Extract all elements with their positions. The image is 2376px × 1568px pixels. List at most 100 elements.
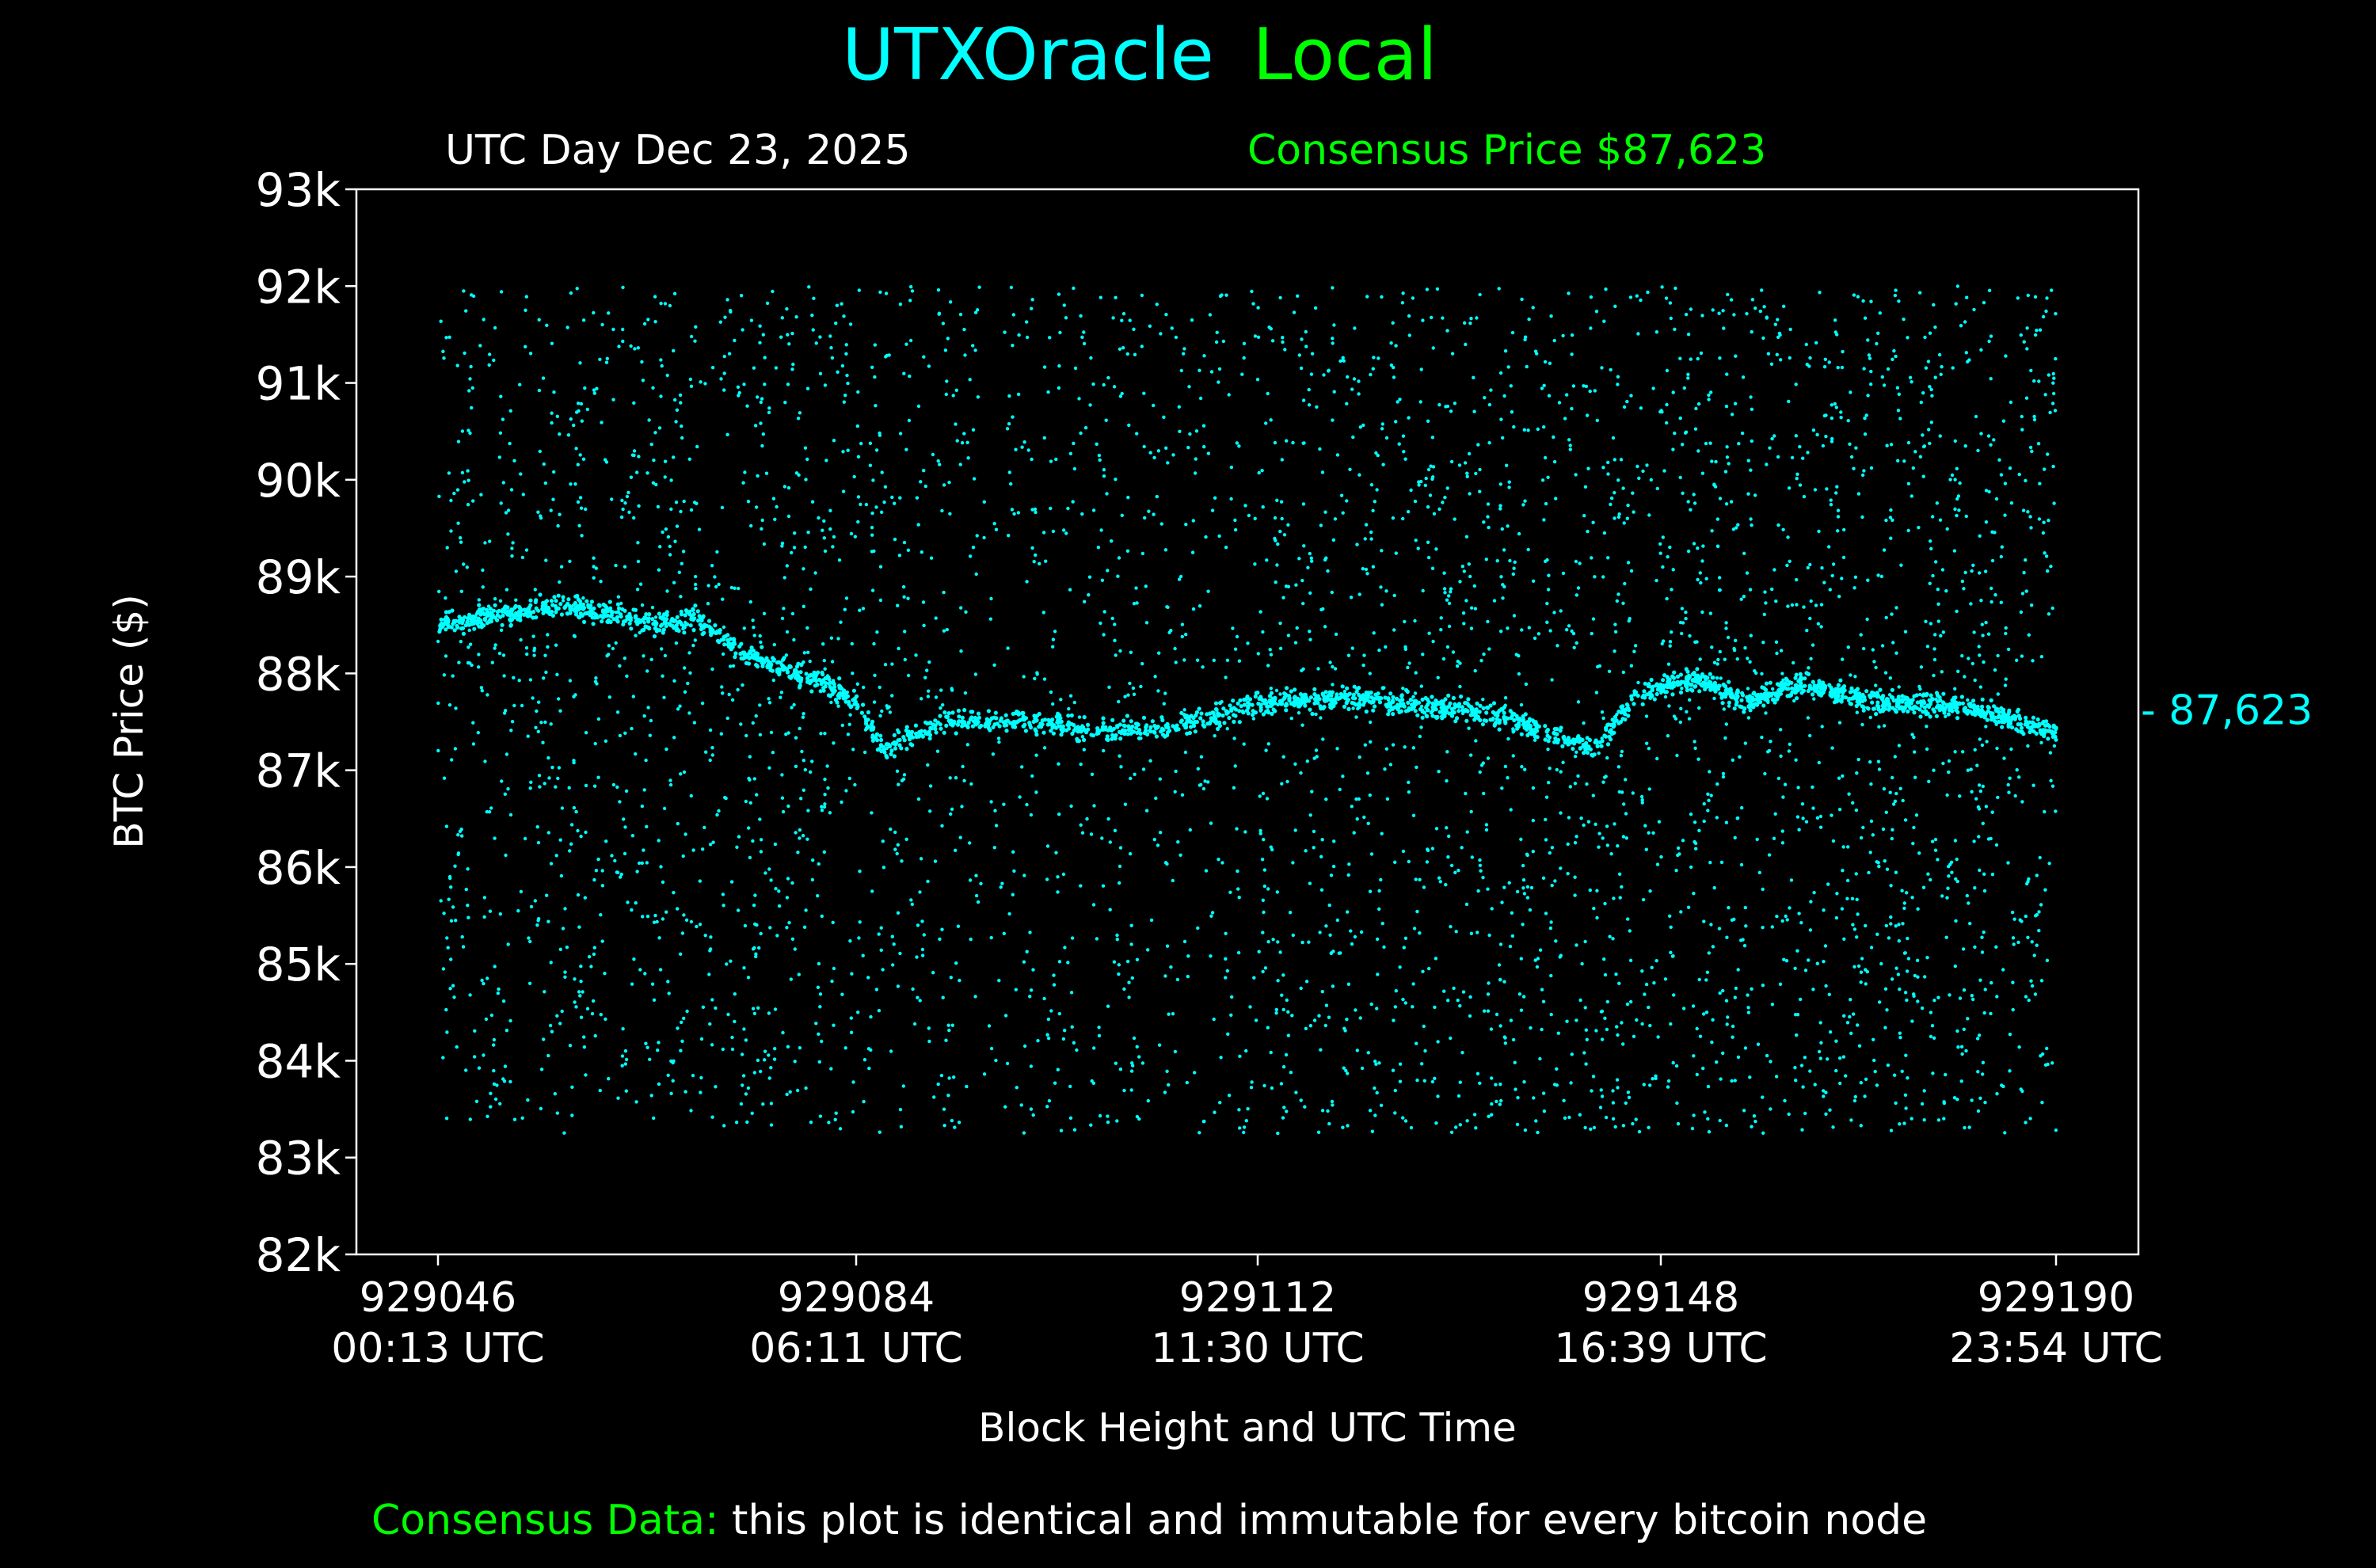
scatter-point (1403, 936, 1408, 941)
scatter-point (1005, 1061, 1010, 1066)
scatter-point (680, 561, 683, 565)
scatter-point (1319, 716, 1323, 720)
scatter-point (648, 733, 652, 737)
scatter-point (1989, 334, 1993, 338)
scatter-point (492, 1037, 497, 1042)
scatter-point (1884, 810, 1888, 814)
scatter-point (975, 308, 980, 312)
scatter-point (549, 722, 553, 726)
scatter-point (1281, 340, 1285, 344)
scatter-point (707, 972, 711, 976)
scatter-point (1777, 331, 1782, 336)
scatter-point (1362, 653, 1366, 657)
scatter-point (710, 667, 714, 672)
scatter-point (1474, 471, 1478, 476)
scatter-point (1816, 622, 1821, 626)
scatter-point (1625, 516, 1629, 520)
scatter-point (756, 395, 760, 399)
scatter-point (621, 285, 625, 290)
scatter-point (720, 505, 725, 510)
scatter-point (1327, 903, 1331, 908)
scatter-point (1502, 885, 1506, 889)
scatter-point (510, 554, 514, 558)
scatter-point (1238, 1054, 1242, 1059)
scatter-point (782, 485, 786, 489)
scatter-point (730, 1047, 735, 1052)
scatter-point (729, 310, 733, 314)
scatter-point (832, 439, 836, 443)
scatter-point (1561, 333, 1565, 338)
scatter-point (710, 366, 715, 370)
scatter-point (1158, 777, 1163, 781)
scatter-point (769, 1123, 774, 1127)
scatter-point (493, 325, 497, 330)
scatter-point (1867, 870, 1871, 875)
scatter-point (1822, 1089, 1826, 1093)
scatter-point (875, 630, 879, 634)
scatter-point (1447, 601, 1452, 606)
scatter-point (2046, 1062, 2050, 1067)
scatter-point (672, 348, 676, 353)
scatter-point (1969, 767, 1973, 771)
scatter-point (466, 915, 470, 919)
scatter-point (2052, 501, 2056, 505)
scatter-point (1128, 852, 1133, 856)
scatter-point (1689, 307, 1693, 311)
scatter-point (1419, 367, 1423, 371)
scatter-point (1631, 1121, 1635, 1126)
scatter-point (1165, 862, 1169, 866)
scatter-point (1369, 483, 1374, 487)
scatter-point (1893, 799, 1898, 803)
scatter-point (1676, 1121, 1681, 1126)
scatter-point (767, 1011, 771, 1015)
scatter-point (1503, 696, 1508, 700)
scatter-point (693, 582, 698, 587)
scatter-point (1426, 848, 1430, 853)
scatter-point (1795, 815, 1800, 819)
scatter-point (682, 770, 687, 774)
scatter-point (1281, 336, 1285, 340)
scatter-point (1871, 833, 1875, 837)
scatter-point (638, 630, 642, 635)
scatter-point (1819, 603, 1824, 607)
scatter-point (1964, 1049, 1968, 1053)
scatter-point (2008, 776, 2012, 780)
scatter-point (1102, 610, 1106, 614)
scatter-point (1600, 1094, 1605, 1098)
scatter-point (1257, 950, 1261, 953)
scatter-point (1773, 322, 1777, 326)
scatter-point (687, 651, 691, 655)
price-cluster-point (1798, 672, 1803, 676)
scatter-point (1338, 359, 1342, 363)
scatter-point (1357, 392, 1361, 396)
scatter-point (1831, 1125, 1835, 1129)
scatter-point (1729, 500, 1734, 504)
scatter-point (1225, 969, 1230, 973)
scatter-point (2016, 940, 2020, 945)
scatter-point (1201, 665, 1205, 669)
scatter-point (2020, 1089, 2024, 1094)
scatter-point (611, 398, 615, 402)
scatter-point (1415, 765, 1418, 770)
scatter-point (1582, 384, 1586, 388)
scatter-point (1644, 714, 1649, 718)
scatter-point (669, 478, 673, 482)
scatter-point (703, 934, 707, 938)
scatter-point (1788, 906, 1792, 910)
scatter-point (803, 767, 807, 772)
scatter-point (1407, 314, 1411, 318)
scatter-point (466, 867, 470, 871)
scatter-point (1999, 554, 2003, 559)
scatter-point (1704, 577, 1708, 580)
scatter-point (1605, 843, 1610, 847)
scatter-point (2012, 942, 2016, 946)
scatter-point (569, 417, 573, 421)
scatter-point (1970, 1098, 1974, 1102)
scatter-point (2020, 428, 2024, 432)
scatter-point (642, 714, 646, 718)
scatter-point (2011, 936, 2016, 940)
scatter-point (1838, 1056, 1842, 1060)
scatter-point (521, 493, 525, 497)
scatter-point (706, 584, 710, 588)
scatter-point (552, 470, 556, 474)
